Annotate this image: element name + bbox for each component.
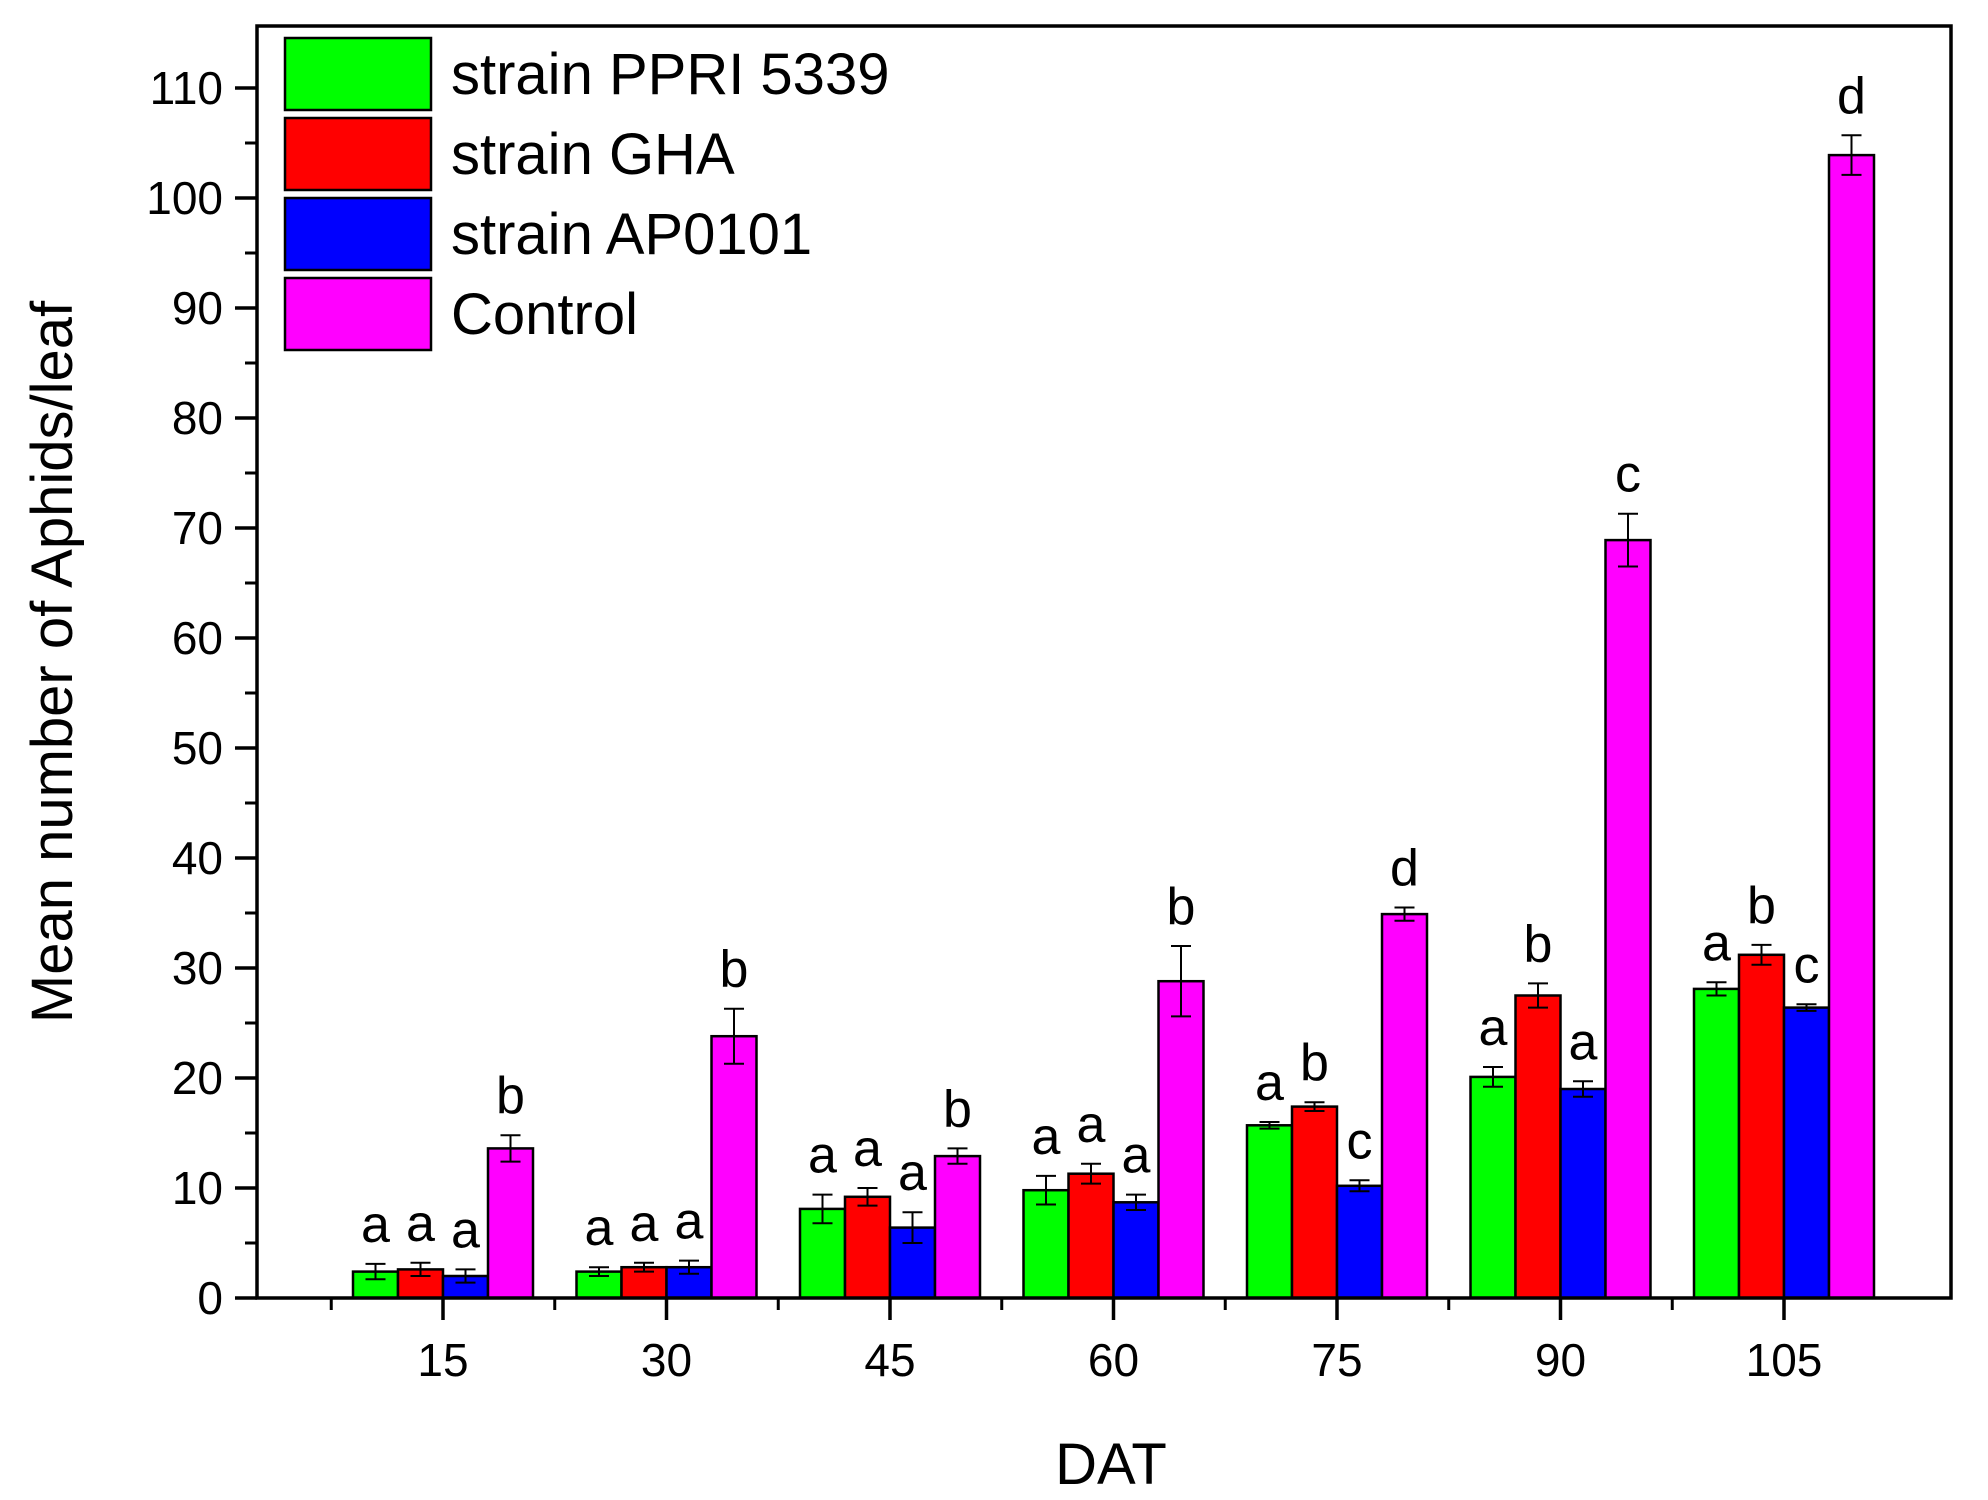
bar xyxy=(843,1195,892,1300)
significance-letter: a xyxy=(808,1127,837,1185)
significance-letter: a xyxy=(630,1195,659,1253)
significance-letter: a xyxy=(361,1196,390,1254)
legend-swatch xyxy=(283,196,433,272)
significance-letter: b xyxy=(1300,1034,1329,1092)
axes: 0 10 20 30 40 50 60 70 80 90 100 110 15 30 45 60 75 90 105 xyxy=(146,62,1822,1386)
significance-letter: a xyxy=(1122,1127,1151,1185)
significance-letter: c xyxy=(1794,936,1820,994)
significance-letter: a xyxy=(675,1193,704,1251)
bar xyxy=(1022,1188,1070,1300)
y-tick-label: 90 xyxy=(172,282,223,334)
y-axis-title: Mean number of Aphids/leaf xyxy=(20,300,85,1023)
significance-letter: b xyxy=(943,1080,972,1138)
x-tick-label: 105 xyxy=(1746,1334,1823,1386)
legend-swatch xyxy=(283,276,433,352)
bar xyxy=(1469,1075,1517,1300)
x-tick-label: 15 xyxy=(417,1334,468,1386)
bar xyxy=(1380,912,1429,1300)
y-tick-label: 20 xyxy=(172,1052,223,1104)
legend-label: Control xyxy=(451,282,638,347)
bar xyxy=(1782,1006,1831,1300)
significance-letter: b xyxy=(720,941,749,999)
significance-letter: a xyxy=(1569,1013,1598,1071)
x-tick-label: 90 xyxy=(1535,1334,1586,1386)
bar xyxy=(1692,987,1741,1300)
legend-label: strain PPRI 5339 xyxy=(451,42,889,107)
legend: strain PPRI 5339 strain GHA strain AP0101 C… xyxy=(283,36,889,352)
significance-letter: a xyxy=(1479,999,1508,1057)
plot-frame xyxy=(255,24,1953,1300)
significance-letter: a xyxy=(853,1120,882,1178)
bar xyxy=(1245,1124,1294,1300)
significance-letter: a xyxy=(406,1195,435,1253)
significance-letter: b xyxy=(1747,877,1776,935)
legend-label: strain AP0101 xyxy=(451,202,812,267)
y-tick-label: 30 xyxy=(172,942,223,994)
y-tick-label: 110 xyxy=(150,62,223,114)
legend-swatch xyxy=(283,36,433,112)
significance-letter: a xyxy=(451,1201,480,1259)
bar xyxy=(710,1034,758,1300)
significance-letter: a xyxy=(1702,914,1731,972)
bar xyxy=(1067,1172,1115,1300)
bar xyxy=(933,1154,982,1300)
significance-letter: d xyxy=(1390,840,1419,898)
significance-letter: b xyxy=(1524,915,1553,973)
significance-letter: c xyxy=(1615,446,1641,504)
significance-letter: d xyxy=(1837,67,1866,125)
significance-letter: b xyxy=(496,1067,525,1125)
y-tick-label: 50 xyxy=(172,722,223,774)
significance-letter: b xyxy=(1167,878,1196,936)
y-tick-label: 0 xyxy=(197,1272,223,1324)
bar xyxy=(486,1147,535,1300)
x-tick-label: 75 xyxy=(1311,1334,1362,1386)
significance-letter: a xyxy=(585,1199,614,1257)
significance-letter: a xyxy=(898,1144,927,1202)
legend-swatch xyxy=(283,116,433,192)
x-tick-label: 60 xyxy=(1088,1334,1139,1386)
bar xyxy=(1737,953,1786,1300)
bar xyxy=(1604,538,1652,1300)
bar xyxy=(1157,979,1205,1300)
y-tick-label: 60 xyxy=(172,612,223,664)
significance-letter: c xyxy=(1347,1112,1373,1170)
y-tick-label: 80 xyxy=(172,392,223,444)
significance-letter: a xyxy=(1255,1054,1284,1112)
x-axis-title: DAT xyxy=(1055,1432,1167,1497)
x-tick-label: 45 xyxy=(864,1334,915,1386)
legend-label: strain GHA xyxy=(451,122,735,187)
y-tick-label: 10 xyxy=(172,1162,223,1214)
bar xyxy=(1112,1201,1160,1300)
y-tick-label: 40 xyxy=(172,832,223,884)
bar xyxy=(1827,153,1876,1300)
significance-letter: a xyxy=(1032,1108,1061,1166)
bar xyxy=(1335,1184,1384,1300)
y-tick-label: 100 xyxy=(146,172,223,224)
bar xyxy=(1559,1087,1607,1300)
y-tick-label: 70 xyxy=(172,502,223,554)
bar xyxy=(1290,1105,1339,1300)
bar xyxy=(1514,994,1562,1300)
x-tick-label: 30 xyxy=(641,1334,692,1386)
significance-letter: a xyxy=(1077,1096,1106,1154)
